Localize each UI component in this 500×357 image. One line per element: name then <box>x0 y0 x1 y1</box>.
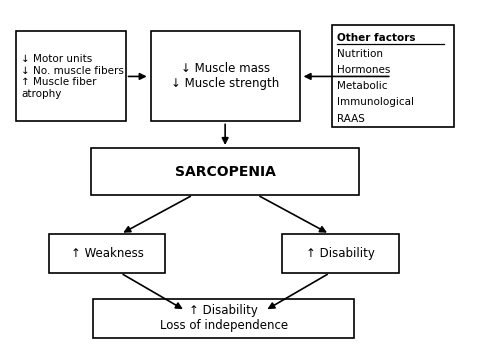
Text: ↓ Motor units
↓ No. muscle fibers
↑ Muscle fiber
atrophy: ↓ Motor units ↓ No. muscle fibers ↑ Musc… <box>22 54 124 99</box>
FancyBboxPatch shape <box>150 31 300 121</box>
Text: Other factors: Other factors <box>337 32 415 42</box>
FancyBboxPatch shape <box>282 234 399 273</box>
Text: Immunological: Immunological <box>337 97 414 107</box>
FancyBboxPatch shape <box>16 31 126 121</box>
Text: ↑ Weakness: ↑ Weakness <box>70 247 144 260</box>
Text: ↓ Muscle mass
↓ Muscle strength: ↓ Muscle mass ↓ Muscle strength <box>171 62 280 90</box>
FancyBboxPatch shape <box>91 149 359 195</box>
Text: Hormones: Hormones <box>337 65 390 75</box>
FancyBboxPatch shape <box>94 298 354 338</box>
Text: ↑ Disability
Loss of independence: ↑ Disability Loss of independence <box>160 304 288 332</box>
FancyBboxPatch shape <box>48 234 166 273</box>
Text: Nutrition: Nutrition <box>337 49 383 59</box>
Text: Metabolic: Metabolic <box>337 81 388 91</box>
Text: ↑ Disability: ↑ Disability <box>306 247 375 260</box>
Text: RAAS: RAAS <box>337 114 365 124</box>
Text: SARCOPENIA: SARCOPENIA <box>174 165 276 179</box>
FancyBboxPatch shape <box>332 25 454 127</box>
